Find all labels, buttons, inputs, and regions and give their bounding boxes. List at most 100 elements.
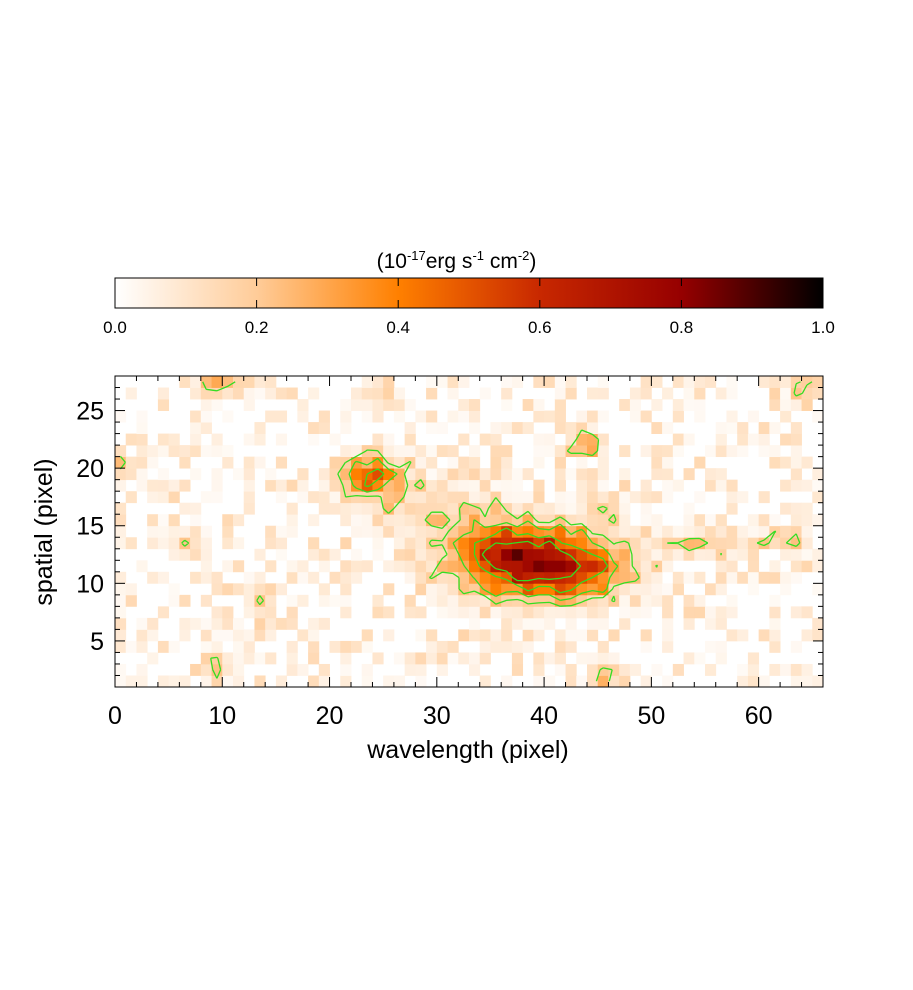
heatmap-cell	[415, 652, 427, 665]
heatmap-cell	[490, 468, 502, 481]
heatmap-cell	[672, 399, 684, 411]
heatmap-cell	[447, 514, 459, 527]
heatmap-cell	[522, 640, 534, 653]
heatmap-cell	[447, 606, 459, 619]
heatmap-cell	[544, 606, 556, 619]
heatmap-cell	[565, 617, 577, 630]
heatmap-cell	[629, 537, 642, 550]
heatmap-cell	[790, 571, 802, 584]
heatmap-cell	[576, 675, 588, 687]
heatmap-cell	[705, 548, 717, 561]
heatmap-cell	[554, 410, 566, 423]
heatmap-cell	[404, 491, 416, 504]
heatmap-cell	[479, 491, 491, 504]
heatmap-cell	[211, 387, 223, 400]
heatmap-cell	[436, 652, 448, 665]
heatmap-cell	[383, 433, 395, 446]
colorbar: 0.0 0.2 0.4 0.6 0.8 1.0	[103, 277, 835, 337]
heatmap-cell	[790, 514, 802, 527]
heatmap-cell	[672, 537, 684, 550]
heatmap-cell	[147, 445, 159, 458]
heatmap-cell	[758, 433, 770, 446]
heatmap-cell	[393, 410, 406, 423]
heatmap-cell	[254, 606, 266, 619]
heatmap-cell	[544, 548, 556, 561]
heatmap-cell	[619, 594, 631, 607]
heatmap-cell	[683, 502, 695, 515]
heatmap-cell	[608, 502, 620, 515]
heatmap-cell	[157, 399, 170, 411]
heatmap-cell	[125, 468, 137, 481]
heatmap-cell	[662, 491, 674, 504]
heatmap-cell	[211, 617, 223, 630]
heatmap-cell	[222, 537, 234, 550]
heatmap-cell	[125, 594, 137, 607]
heatmap-cell	[597, 640, 609, 653]
heatmap-cell	[554, 652, 566, 665]
heatmap-cell	[587, 594, 599, 607]
heatmap-cell	[211, 491, 223, 504]
heatmap-cell	[715, 422, 727, 434]
heatmap-cell	[426, 479, 438, 492]
heatmap-cell	[469, 525, 481, 538]
heatmap-cell	[790, 456, 802, 469]
heatmap-cell	[415, 410, 427, 423]
heatmap-cell	[629, 399, 642, 411]
heatmap-cell	[565, 629, 577, 642]
heatmap-cell	[136, 617, 148, 630]
heatmap-cell	[436, 548, 448, 561]
heatmap-cell	[597, 594, 609, 607]
heatmap-cell	[501, 629, 513, 642]
heatmap-cell	[147, 537, 159, 550]
heatmap-cell	[587, 502, 599, 515]
heatmap-cell	[426, 410, 438, 423]
heatmap-cell	[222, 387, 234, 400]
heatmap-cell	[308, 629, 320, 642]
heatmap-cell	[619, 537, 631, 550]
heatmap-cell	[737, 445, 749, 458]
heatmap-cell	[651, 571, 663, 584]
heatmap-cell	[726, 491, 738, 504]
heatmap-cell	[790, 560, 802, 573]
x-axis-label: wavelength (pixel)	[366, 736, 569, 764]
heatmap-cell	[308, 491, 320, 504]
heatmap-cell	[426, 583, 438, 596]
heatmap-cell	[544, 445, 556, 458]
heatmap-cell	[790, 675, 802, 687]
heatmap-cell	[662, 617, 674, 630]
heatmap-cell	[544, 583, 556, 596]
heatmap-cell	[501, 502, 513, 515]
heatmap-cell	[372, 502, 384, 515]
heatmap-cell	[565, 422, 577, 434]
heatmap-cell	[447, 652, 459, 665]
heatmap-cell	[426, 491, 438, 504]
heatmap-cell	[340, 468, 352, 481]
heatmap-cell	[629, 583, 642, 596]
heatmap-cell	[233, 376, 245, 388]
heatmap-cell	[329, 468, 341, 481]
heatmap-cell	[780, 663, 792, 676]
heatmap-cell	[501, 525, 513, 538]
heatmap-cell	[372, 387, 384, 400]
heatmap-cell	[683, 594, 695, 607]
heatmap-cell	[404, 606, 416, 619]
contour-level	[363, 468, 609, 594]
heatmap-cell	[479, 583, 491, 596]
heatmap-cell	[662, 594, 674, 607]
heatmap-cell	[254, 617, 266, 630]
colorbar-tick-label: 0.4	[386, 318, 410, 337]
heatmap-cell	[393, 491, 406, 504]
heatmap-cell	[544, 433, 556, 446]
heatmap-cell	[501, 468, 513, 481]
heatmap-cell	[125, 640, 137, 653]
heatmap-cell	[383, 468, 395, 481]
heatmap-cell	[640, 376, 652, 388]
heatmap-cell	[501, 445, 513, 458]
heatmap-cell	[769, 663, 781, 676]
heatmap-cell	[351, 479, 363, 492]
heatmap-cell	[318, 675, 330, 687]
heatmap-cell	[597, 433, 609, 446]
x-tick-label: 60	[745, 702, 773, 730]
heatmap-cell	[318, 491, 330, 504]
heatmap-cell	[565, 376, 577, 388]
